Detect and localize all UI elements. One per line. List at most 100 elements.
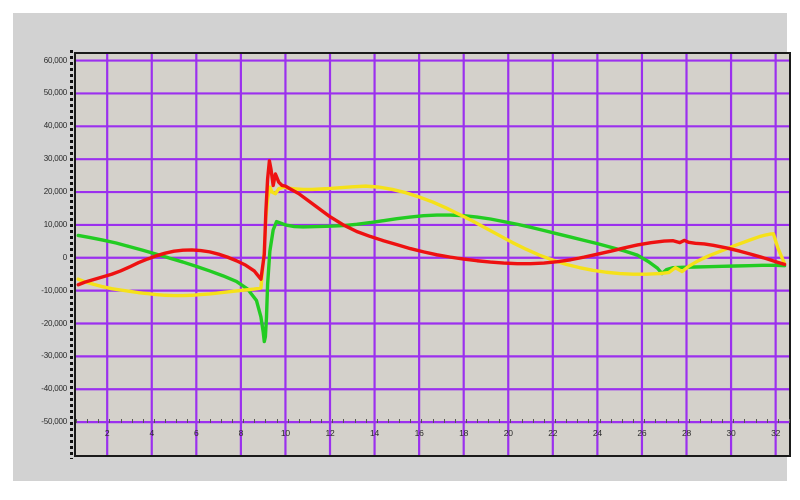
x-axis-tick-mark — [465, 419, 467, 423]
x-axis-tick-mark — [599, 419, 601, 423]
x-axis-tick-mark — [722, 419, 724, 423]
x-axis-tick-label: 32 — [771, 428, 781, 438]
x-axis-tick-mark — [276, 419, 278, 423]
x-axis-tick-mark — [711, 419, 713, 423]
x-axis-tick-label: 14 — [370, 428, 380, 438]
x-axis-tick-mark — [231, 419, 233, 423]
y-axis-tick-label: -50,000 — [41, 417, 67, 427]
x-axis-tick-mark — [477, 419, 479, 423]
x-axis-tick-mark — [309, 419, 311, 423]
x-axis-tick-mark — [332, 419, 334, 423]
y-axis-tick-label: 50,000 — [43, 88, 67, 98]
x-axis-tick-mark — [621, 419, 623, 423]
x-axis-tick-mark — [120, 419, 122, 423]
grid-lines — [76, 54, 789, 455]
x-axis-tick-label: 28 — [681, 428, 692, 438]
x-axis-tick-mark — [677, 419, 679, 423]
x-axis-tick-mark — [87, 419, 89, 423]
x-axis-tick-mark — [287, 419, 289, 423]
x-axis-tick-mark — [220, 419, 222, 423]
x-axis-tick-mark — [399, 419, 401, 423]
x-axis-tick-mark — [410, 419, 412, 423]
x-axis-tick-mark — [488, 419, 490, 423]
x-axis-tick-mark — [354, 419, 356, 423]
x-axis-labels: 2 4 6 8 10 12 14 16 18 20 22 24 26 28 30 32 — [13, 13, 790, 481]
x-axis-tick-mark — [699, 419, 701, 423]
x-axis-tick-mark — [243, 419, 245, 423]
series-lines — [76, 159, 787, 344]
x-axis-tick-mark — [321, 419, 323, 423]
x-axis-tick-label: 10 — [280, 428, 290, 438]
x-axis-tick-mark — [655, 419, 657, 423]
y-axis-tick-label: -10,000 — [41, 285, 67, 295]
x-axis-tick-label: 2 — [104, 428, 110, 438]
x-axis-tick-mark — [421, 419, 423, 423]
x-axis-tick-mark — [153, 419, 155, 423]
y-axis-spine — [70, 50, 73, 459]
x-axis-tick-mark — [688, 419, 690, 423]
x-axis-tick-mark — [443, 419, 445, 423]
x-axis-tick-mark — [176, 419, 178, 423]
x-axis-tick-label: 8 — [238, 428, 244, 438]
plot-area — [74, 52, 791, 457]
x-axis-tick-mark — [521, 419, 523, 423]
x-axis-tick-mark — [789, 419, 790, 423]
x-axis-tick-mark — [588, 419, 590, 423]
x-axis-tick-mark — [733, 419, 735, 423]
x-axis-tick-mark — [142, 419, 144, 423]
x-axis-tick-label: 16 — [414, 428, 424, 438]
x-axis-tick-mark — [109, 419, 111, 423]
x-axis-tick-mark — [265, 419, 267, 423]
x-axis-tick-mark — [187, 419, 189, 423]
x-axis-tick-mark — [98, 419, 100, 423]
x-axis-tick-mark — [254, 419, 256, 423]
x-axis-tick-mark — [365, 419, 367, 423]
y-axis-tick-label: 0 — [62, 252, 67, 262]
x-axis-tick-mark — [198, 419, 200, 423]
y-axis-tick-label: 60,000 — [43, 55, 67, 65]
x-axis-tick-mark — [343, 419, 345, 423]
x-axis-tick-mark — [376, 419, 378, 423]
chart-panel: 60,000 50,000 40,000 30,000 20,000 10,000 0 -10… — [13, 13, 791, 481]
series-line-red — [76, 159, 787, 287]
y-axis-tick-label: 40,000 — [43, 121, 67, 131]
x-axis-tick-mark — [577, 419, 579, 423]
x-axis-tick-mark — [566, 419, 568, 423]
x-axis-tick-label: 12 — [325, 428, 335, 438]
y-axis-tick-label: -40,000 — [41, 384, 67, 394]
x-axis-tick-mark — [499, 419, 501, 423]
x-axis-tick-mark — [543, 419, 545, 423]
x-axis-tick-mark — [644, 419, 646, 423]
x-axis-tick-mark — [165, 419, 167, 423]
x-axis-tick-mark — [76, 419, 77, 423]
x-axis-tick-label: 6 — [194, 428, 199, 438]
x-axis-tick-mark — [209, 419, 211, 423]
x-axis-tick-label: 22 — [548, 428, 558, 438]
x-axis-tick-mark — [387, 419, 389, 423]
x-axis-tick-label: 18 — [459, 428, 469, 438]
x-axis-tick-mark — [532, 419, 534, 423]
x-axis-tick-mark — [432, 419, 434, 423]
y-axis-tick-label: 20,000 — [43, 187, 67, 197]
x-axis-tick-mark — [777, 419, 779, 423]
x-axis-tick-mark — [454, 419, 456, 423]
y-axis-tick-label: -20,000 — [41, 318, 67, 328]
x-axis-tick-mark — [555, 419, 557, 423]
y-axis-tick-label: -30,000 — [41, 351, 67, 361]
x-axis-tick-label: 30 — [726, 428, 736, 438]
x-axis-tick-label: 20 — [503, 428, 513, 438]
x-axis-tick-mark — [666, 419, 668, 423]
x-axis-tick-label: 24 — [592, 428, 602, 438]
x-axis-tick-mark — [298, 419, 300, 423]
x-axis-tick-mark — [131, 419, 133, 423]
x-axis-tick-mark — [755, 419, 757, 423]
y-axis-tick-label: 30,000 — [43, 154, 67, 164]
x-axis-tick-mark — [744, 419, 746, 423]
x-axis-tick-label: 26 — [637, 428, 647, 438]
series-line-yellow — [76, 184, 787, 298]
x-axis-tick-mark — [610, 419, 612, 423]
x-axis-tick-mark — [510, 419, 512, 423]
y-axis-labels: 60,000 50,000 40,000 30,000 20,000 10,000 0 -10… — [13, 13, 67, 481]
x-axis-tick-label: 4 — [149, 428, 155, 438]
